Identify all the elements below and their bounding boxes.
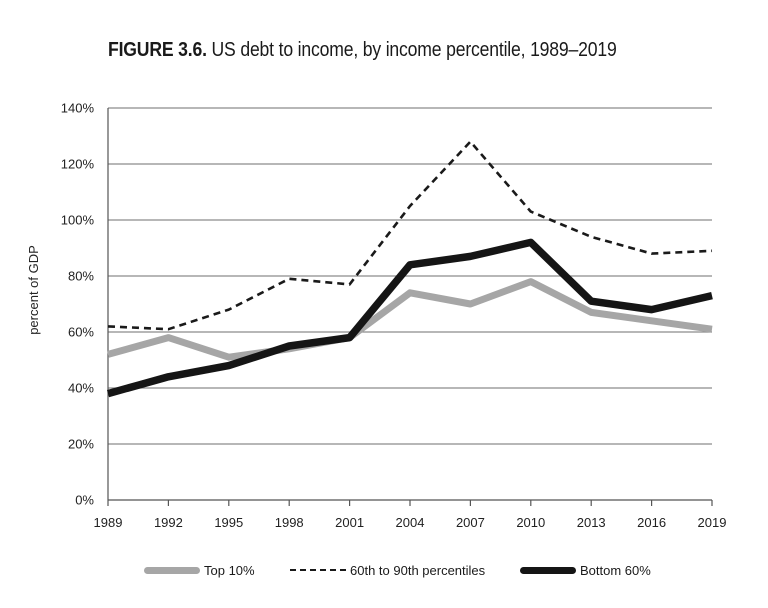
line-chart: 0%20%40%60%80%100%120%140% 1989 1992 1995 1… [26, 101, 727, 531]
series-line-60th-to-90th [107, 140, 713, 331]
legend-item-bottom-60: Bottom 60% [520, 556, 651, 584]
y-tick-label: 140% [61, 101, 95, 116]
figure-number: FIGURE 3.6. [108, 39, 207, 61]
x-tick-labels: 1989 1992 1995 1998 2001 2004 2007 2010 2013 2016… [94, 515, 727, 530]
series-lines [106, 140, 713, 398]
x-tick-label: 2007 [456, 515, 485, 530]
y-axis-title: percent of GDP [26, 245, 41, 335]
x-tick-label: 2001 [335, 515, 364, 530]
x-tick-label: 1989 [94, 515, 123, 530]
legend: Top 10% 60th to 90th percentiles Bottom … [0, 556, 768, 584]
legend-item-60th-to-90th: 60th to 90th percentiles [290, 556, 485, 584]
x-tick-label: 2013 [577, 515, 606, 530]
legend-item-top-10: Top 10% [144, 556, 255, 584]
series-line-top-10 [107, 278, 713, 361]
legend-label-60th-to-90th: 60th to 90th percentiles [350, 562, 486, 578]
legend-label-top-10: Top 10% [204, 562, 255, 578]
legend-swatch-top-10 [144, 566, 200, 574]
x-tick-label: 2016 [637, 515, 666, 530]
y-tick-label: 20% [68, 437, 94, 452]
figure-caption: US debt to income, by income percentile,… [211, 39, 617, 61]
legend-swatch-bottom-60 [520, 566, 576, 574]
y-tick-label: 80% [68, 269, 94, 284]
gridlines [108, 107, 712, 445]
y-tick-label: 0% [75, 493, 94, 508]
y-tick-label: 40% [68, 381, 94, 396]
x-tick-label: 2004 [396, 515, 425, 530]
x-tick-label: 1998 [275, 515, 304, 530]
x-tick-label: 2019 [698, 515, 727, 530]
series-line-bottom-60 [106, 238, 713, 398]
x-tick-label: 1995 [214, 515, 243, 530]
y-tick-label: 120% [61, 157, 95, 172]
legend-label-bottom-60: Bottom 60% [580, 562, 651, 578]
legend-swatch-60th-to-90th [290, 569, 346, 571]
y-tick-label: 100% [61, 213, 95, 228]
x-tick-label: 1992 [154, 515, 183, 530]
y-tick-label: 60% [68, 325, 94, 340]
chart-title: FIGURE 3.6. US debt to income, by income… [108, 38, 617, 62]
y-tick-labels: 0% 20% 40% 60% 80% 100% 120% 140% [61, 101, 95, 508]
x-tick-label: 2010 [516, 515, 545, 530]
axes [107, 108, 713, 506]
